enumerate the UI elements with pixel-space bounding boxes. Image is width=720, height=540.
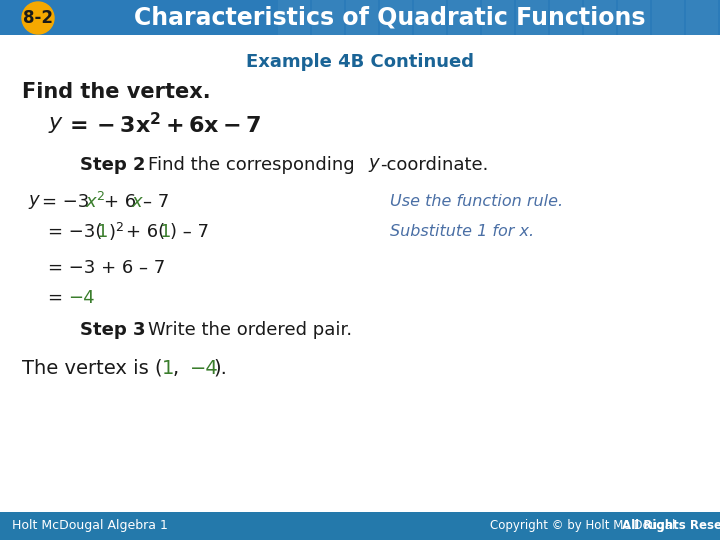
Text: = −3: = −3 (42, 193, 89, 211)
Text: $x$: $x$ (131, 193, 144, 211)
Bar (516, 0, 548, 35)
Text: ,: , (173, 359, 185, 377)
Bar (482, 0, 514, 35)
Text: Find the vertex.: Find the vertex. (22, 82, 211, 102)
Text: 1: 1 (97, 223, 109, 241)
Text: The vertex is (: The vertex is ( (22, 359, 163, 377)
Text: Write the ordered pair.: Write the ordered pair. (148, 321, 352, 339)
Bar (584, 0, 616, 35)
Bar (0, 512, 720, 540)
Text: Step 2: Step 2 (80, 156, 145, 174)
Bar (414, 0, 446, 35)
Bar (448, 0, 480, 35)
Text: ).: ). (213, 359, 227, 377)
Bar (312, 0, 344, 35)
Text: – 7: – 7 (143, 193, 169, 211)
Text: Use the function rule.: Use the function rule. (390, 194, 563, 210)
Text: 8-2: 8-2 (23, 9, 53, 27)
Text: Substitute 1 for x.: Substitute 1 for x. (390, 225, 534, 240)
Text: $\mathit{y}$: $\mathit{y}$ (48, 115, 64, 135)
Text: -coordinate.: -coordinate. (380, 156, 488, 174)
Bar (380, 0, 412, 35)
Text: + 6(: + 6( (126, 223, 165, 241)
Bar (618, 0, 650, 35)
Bar (652, 0, 684, 35)
Text: −4: −4 (190, 359, 219, 377)
Bar (346, 0, 378, 35)
Text: )$^2$: )$^2$ (108, 221, 124, 243)
Text: Holt McDougal Algebra 1: Holt McDougal Algebra 1 (12, 519, 168, 532)
Text: All Rights Reserved.: All Rights Reserved. (622, 519, 720, 532)
Text: $\mathbf{= -3x^{2} + 6x - 7}$: $\mathbf{= -3x^{2} + 6x - 7}$ (65, 112, 261, 138)
Text: = −3(: = −3( (48, 223, 102, 241)
Text: 1: 1 (160, 223, 171, 241)
Text: 1: 1 (162, 359, 174, 377)
Text: Example 4B Continued: Example 4B Continued (246, 53, 474, 71)
Text: Copyright © by Holt Mc Dougal.: Copyright © by Holt Mc Dougal. (490, 519, 683, 532)
Text: + 6: + 6 (104, 193, 136, 211)
Text: $x^2$: $x^2$ (85, 192, 106, 212)
Text: $y$: $y$ (28, 193, 41, 211)
Bar (686, 0, 718, 35)
Text: Find the corresponding: Find the corresponding (148, 156, 361, 174)
Text: =: = (48, 289, 68, 307)
Bar (0, 0, 720, 35)
Text: −4: −4 (68, 289, 94, 307)
Bar (550, 0, 582, 35)
Circle shape (22, 2, 54, 34)
Text: $y$: $y$ (368, 156, 382, 174)
Text: ) – 7: ) – 7 (170, 223, 209, 241)
Text: Characteristics of Quadratic Functions: Characteristics of Quadratic Functions (134, 6, 646, 30)
Text: = −3 + 6 – 7: = −3 + 6 – 7 (48, 259, 166, 277)
Text: Step 3: Step 3 (80, 321, 145, 339)
Bar (278, 0, 310, 35)
